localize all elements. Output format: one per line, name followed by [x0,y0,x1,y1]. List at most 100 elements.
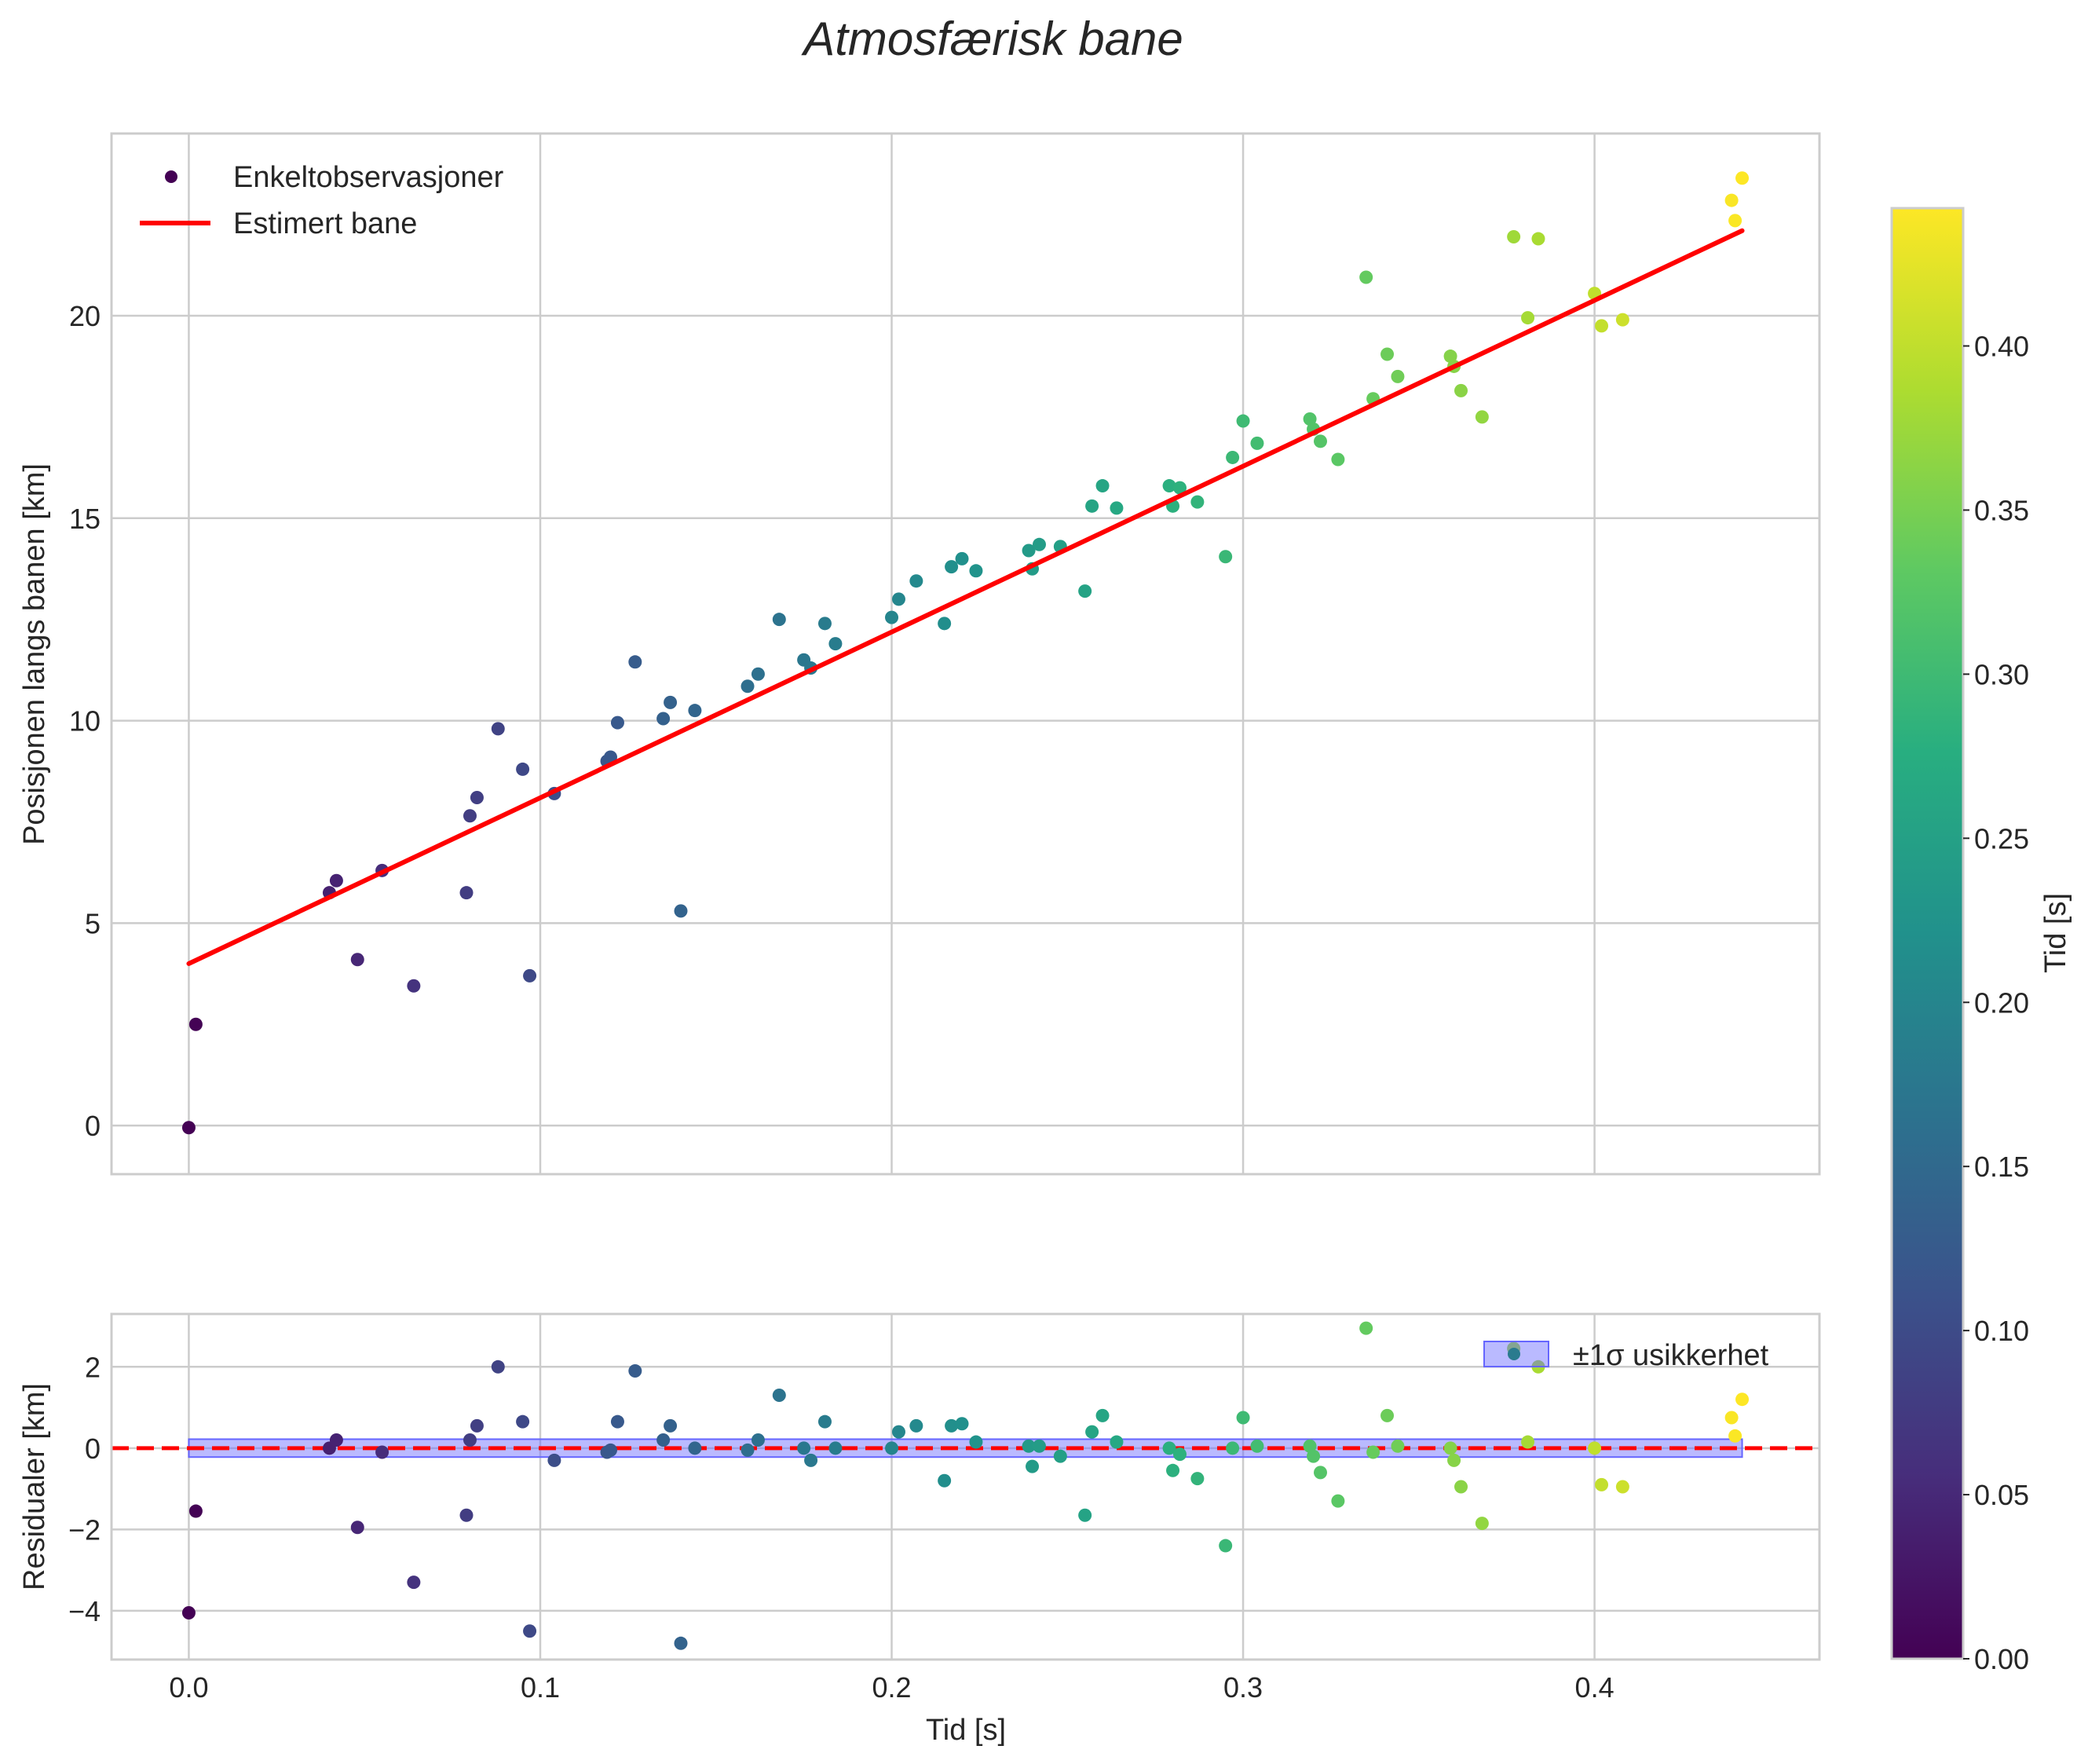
residual-point [1085,1425,1099,1439]
x-tick-label: 0.4 [1575,1671,1614,1704]
residual-point [603,1443,617,1457]
residual-y-tick-label: −4 [68,1595,101,1627]
observation-point [1190,495,1205,509]
observation-point [1391,369,1405,383]
colorbar-ticks: 0.00 0.05 0.10 0.15 0.20 0.25 0.30 0.35 0.40 [1963,331,2029,1675]
observation-point [459,886,474,900]
observation-point [1359,270,1373,284]
residual-point [459,1508,474,1522]
residual-y-axis-label: Residualer [km] [18,1383,51,1590]
observation-point [1078,584,1092,598]
colorbar-tick-label: 0.40 [1974,331,2029,363]
residual-point [1380,1408,1395,1422]
observation-point [463,809,477,823]
main-y-tick-label: 20 [69,300,101,332]
residual-point [1095,1408,1110,1422]
observation-point [751,667,765,681]
residual-scatter-series [181,1321,1750,1650]
legend-label-fit-line: Estimert bane [233,207,417,240]
observation-point [1032,537,1046,551]
residual-y-tick-label: 2 [85,1351,101,1383]
residual-point [1447,1453,1461,1467]
observation-point [1475,410,1489,424]
x-tick-label: 0.0 [169,1671,208,1704]
residual-point [1595,1477,1609,1491]
fit-line-group [186,228,1745,966]
observation-point [523,968,537,983]
observation-point [1531,232,1545,246]
residual-point [969,1435,983,1449]
main-y-tick-label: 10 [69,705,101,737]
residual-point [1250,1439,1264,1453]
residual-legend: ±1σ usikkerhet [1483,1339,1769,1372]
observation-point [885,610,899,624]
residual-y-tick-label: −2 [68,1513,101,1546]
residual-point [188,1504,203,1518]
residual-gridlines [112,1314,1819,1660]
residual-point [688,1441,702,1455]
residual-point [751,1433,765,1447]
observation-point [938,617,952,631]
observation-point [350,953,364,967]
residual-point [1359,1321,1373,1335]
observation-point [656,712,671,726]
main-gridlines [112,134,1819,1174]
observation-point [1226,450,1240,464]
residual-point [470,1418,484,1433]
observation-point [1110,501,1124,515]
observation-point [772,613,786,627]
residual-point [1219,1539,1233,1553]
residual-y-ticks: −4 −2 0 2 [68,1351,101,1627]
colorbar-label: Tid [s] [2039,893,2072,973]
x-tick-label: 0.3 [1223,1671,1263,1704]
observation-point [1236,414,1250,428]
main-y-tick-label: 15 [69,503,101,535]
colorbar: 0.00 0.05 0.10 0.15 0.20 0.25 0.30 0.35 0.40 Tid… [1890,207,2072,1675]
residual-point [1615,1480,1629,1494]
observation-point [1454,383,1468,397]
observation-point [329,873,343,887]
residual-point [938,1473,952,1488]
residual-point [1307,1449,1321,1463]
residual-point [1078,1508,1092,1522]
residual-point [350,1521,364,1535]
residual-point [1303,1439,1317,1453]
residual-point [828,1441,843,1455]
colorbar-tick-label: 0.05 [1974,1479,2029,1511]
observation-point [610,715,624,730]
observation-point [891,592,905,606]
chart-title: Atmosfærisk bane [801,13,1183,65]
fit-line [186,228,1745,966]
main-panel: 0 5 10 15 20 Posisjonen langs banen [km] Enk… [18,132,1821,1176]
observation-point [1314,434,1328,448]
observation-point [969,564,983,578]
x-axis-label: Tid [s] [926,1714,1006,1747]
observation-point [828,637,843,651]
x-tick-label: 0.1 [521,1671,560,1704]
residual-point [181,1605,196,1619]
observation-point [516,762,530,776]
main-y-axis-label: Posisjonen langs banen [km] [18,463,51,845]
residual-point [1331,1494,1345,1508]
colorbar-gradient [1890,207,1965,1660]
legend-label-band: ±1σ usikkerhet [1573,1339,1769,1372]
residual-point [1022,1439,1036,1453]
residual-point [1588,1441,1602,1455]
observation-point [1443,350,1457,364]
residual-point [1735,1393,1750,1407]
observation-point [1095,479,1110,493]
residual-point [523,1624,537,1638]
residual-point [329,1433,343,1447]
observation-point [603,750,617,764]
residual-point [909,1418,923,1433]
residual-point [656,1433,671,1447]
observation-point [1022,543,1036,558]
main-y-tick-label: 0 [85,1110,101,1142]
residual-point [1728,1429,1742,1443]
main-y-ticks: 0 5 10 15 20 [69,300,101,1142]
observation-point [1219,550,1233,564]
residual-point [610,1414,624,1429]
residual-point [1166,1463,1180,1477]
residual-panel: −4 −2 0 2 Residualer [km] ±1σ usikkerhet [18,1312,1821,1661]
x-axis-ticks: 0.0 0.1 0.2 0.3 0.4 [169,1671,1614,1704]
